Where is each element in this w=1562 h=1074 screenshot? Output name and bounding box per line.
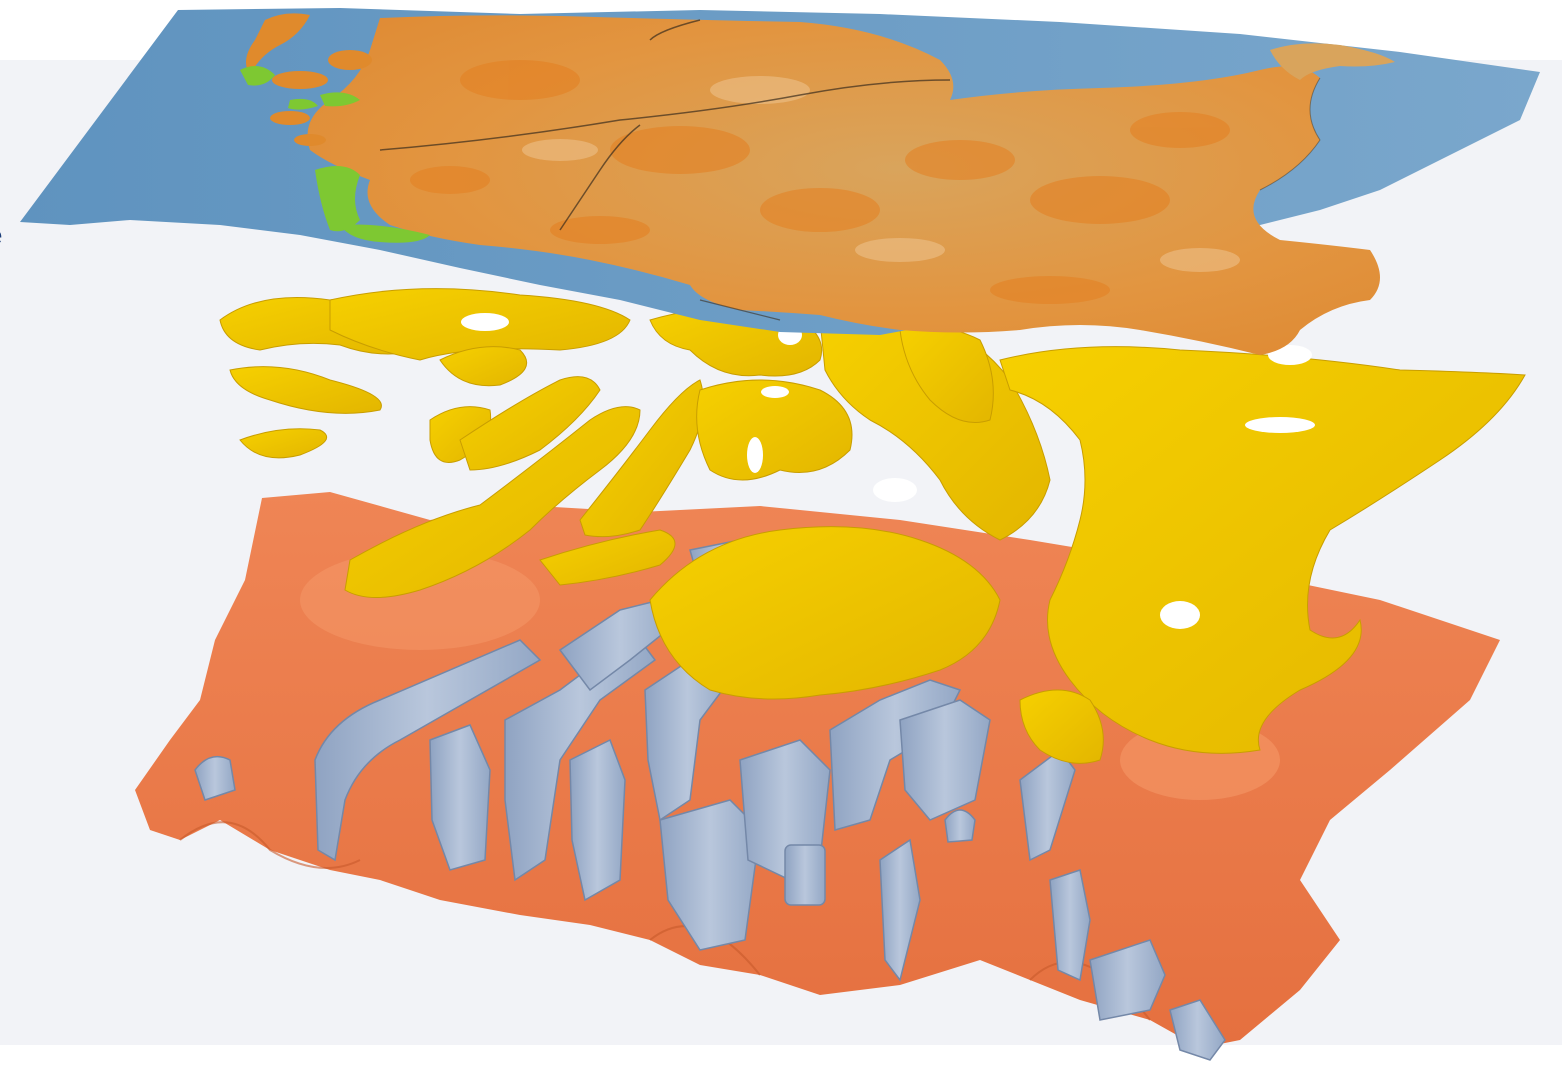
upper-surface-gaps	[461, 313, 1315, 629]
upper-geological-surface	[219, 288, 1526, 764]
surface-map-layer	[20, 8, 1540, 355]
clipped-edge-text: e	[0, 222, 2, 248]
salt-structures	[194, 539, 1226, 1061]
